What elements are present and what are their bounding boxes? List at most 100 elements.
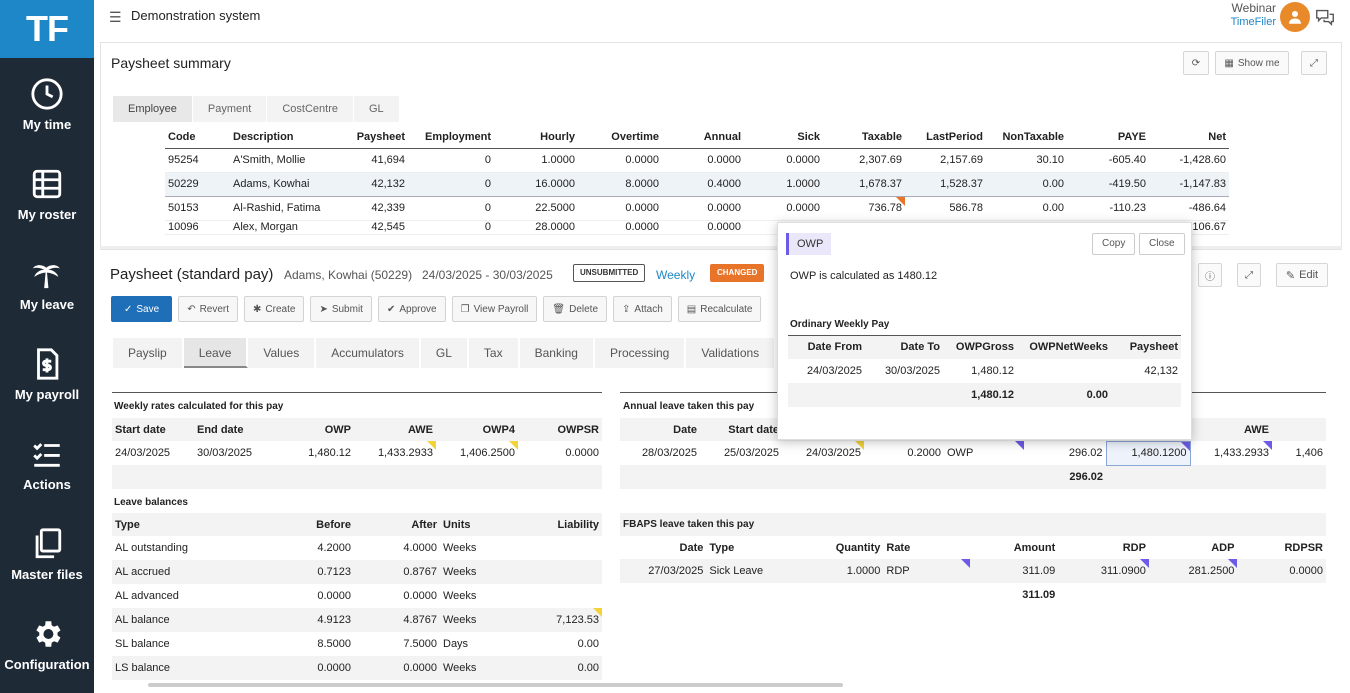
table-row[interactable]: 95254 A'Smith, Mollie 41,694 0 1.0000 0.0000 0… bbox=[165, 148, 1229, 173]
user-avatar[interactable] bbox=[1280, 2, 1310, 32]
show-me-button[interactable]: ▦ Show me bbox=[1215, 51, 1289, 75]
cell bbox=[500, 560, 602, 584]
tab-gl[interactable]: GL bbox=[420, 338, 469, 368]
copy-button[interactable]: Copy bbox=[1092, 233, 1136, 255]
attach-button[interactable]: ⇪ Attach bbox=[613, 296, 672, 322]
cell: 50229 bbox=[165, 171, 230, 197]
view-payroll-button[interactable]: ❐ View Payroll bbox=[451, 296, 538, 322]
cell: -110.23 bbox=[1067, 196, 1149, 221]
col-date: Date bbox=[620, 536, 707, 559]
tab-payslip[interactable]: Payslip bbox=[113, 338, 184, 368]
col-description[interactable]: Description bbox=[230, 127, 350, 149]
cell: 1,528.37 bbox=[905, 171, 986, 197]
tab-employee[interactable]: Employee bbox=[113, 96, 193, 122]
col-paye[interactable]: PAYE bbox=[1067, 127, 1149, 149]
cell: Al-Rashid, Fatima bbox=[230, 196, 350, 221]
table-row[interactable]: 50153 Al-Rashid, Fatima 42,339 0 22.5000 0.00… bbox=[165, 196, 1229, 221]
table-icon bbox=[32, 169, 62, 198]
tab-processing[interactable]: Processing bbox=[594, 338, 687, 368]
rule bbox=[112, 392, 602, 393]
col-code[interactable]: Code bbox=[165, 127, 230, 149]
nav-my-leave[interactable]: My leave bbox=[0, 243, 94, 325]
edit-button[interactable]: ✎ Edit bbox=[1276, 263, 1328, 287]
cell[interactable]: RDP bbox=[883, 559, 971, 583]
popup-tag: OWP bbox=[786, 233, 832, 255]
col-hourly[interactable]: Hourly bbox=[494, 127, 578, 149]
cell: AL advanced bbox=[115, 590, 179, 602]
cell[interactable]: 1,433.2933 bbox=[1190, 441, 1272, 465]
create-button[interactable]: ✱ Create bbox=[244, 296, 305, 322]
table-row: AL balance 4.9123 4.8767 Weeks 7,123.53 bbox=[112, 608, 602, 632]
nav-my-time[interactable]: My time bbox=[0, 63, 94, 145]
cell[interactable]: 311.0900 bbox=[1058, 559, 1149, 583]
tab-tax[interactable]: Tax bbox=[468, 338, 520, 368]
tab-validations[interactable]: Validations bbox=[686, 338, 777, 368]
nav-my-roster[interactable]: My roster bbox=[0, 153, 94, 235]
tab-banking[interactable]: Banking bbox=[519, 338, 595, 368]
nav-actions[interactable]: Actions bbox=[0, 423, 94, 505]
nav-label: My leave bbox=[19, 296, 75, 312]
col-employment[interactable]: Employment bbox=[408, 127, 494, 149]
nav-master-files[interactable]: Master files bbox=[0, 513, 94, 595]
expand-button[interactable]: ⤢ bbox=[1301, 51, 1327, 75]
tab-values[interactable]: Values bbox=[248, 338, 317, 368]
refresh-button[interactable]: ⟳ bbox=[1183, 51, 1209, 75]
col-net[interactable]: Net bbox=[1149, 127, 1229, 149]
tab-leave[interactable]: Leave bbox=[183, 338, 249, 368]
cell-awe[interactable]: 1,433.2933 bbox=[354, 441, 436, 465]
col-date-from: Date From bbox=[788, 335, 865, 359]
paysheet-tabs: Payslip Leave Values Accumulators GL Tax… bbox=[113, 338, 777, 368]
undo-icon: ↶ bbox=[187, 303, 196, 315]
info-button[interactable]: ⓘ bbox=[1198, 263, 1222, 287]
submit-button[interactable]: ➤ Submit bbox=[310, 296, 372, 322]
cell: 28/03/2025 bbox=[641, 447, 697, 459]
col-nontaxable[interactable]: NonTaxable bbox=[986, 127, 1067, 149]
chat-icon[interactable] bbox=[1314, 6, 1336, 28]
tab-accumulators[interactable]: Accumulators bbox=[316, 338, 421, 368]
delete-button[interactable]: 🗑 Delete bbox=[543, 296, 608, 322]
close-button[interactable]: Close bbox=[1139, 233, 1185, 255]
approve-button[interactable]: ✔ Approve bbox=[377, 296, 446, 322]
cell-liability[interactable]: 7,123.53 bbox=[500, 608, 602, 632]
frequency-link[interactable]: Weekly bbox=[656, 268, 696, 282]
recalculate-button[interactable]: ▤ Recalculate bbox=[677, 296, 762, 322]
cell-owp[interactable]: 1,480.12 bbox=[308, 447, 351, 459]
show-me-label: Show me bbox=[1237, 57, 1280, 69]
panel-resize-divider[interactable] bbox=[100, 246, 1342, 249]
col-overtime[interactable]: Overtime bbox=[578, 127, 662, 149]
col-end-date: End date bbox=[194, 418, 274, 441]
summary-tabs: Employee Payment CostCentre GL bbox=[113, 96, 400, 122]
logo[interactable]: TF bbox=[0, 0, 94, 58]
cell[interactable]: 24/03/2025 bbox=[782, 441, 864, 465]
menu-icon[interactable]: ☰ bbox=[109, 9, 122, 25]
tab-gl[interactable]: GL bbox=[353, 96, 400, 122]
cell[interactable]: 281.2500 bbox=[1148, 559, 1238, 583]
cell: Weeks bbox=[443, 542, 477, 554]
col-after: After bbox=[354, 513, 440, 536]
cell-owp-selected[interactable]: 1,480.1200 bbox=[1105, 440, 1191, 466]
summary-table: Code Description Paysheet Employment Hou… bbox=[165, 127, 1229, 235]
horizontal-scrollbar[interactable] bbox=[148, 683, 843, 687]
tab-costcentre[interactable]: CostCentre bbox=[267, 96, 354, 122]
cell: 8.5000 bbox=[317, 638, 351, 650]
nav-my-payroll[interactable]: My payroll bbox=[0, 333, 94, 415]
col-sick[interactable]: Sick bbox=[744, 127, 823, 149]
nav-configuration[interactable]: Configuration bbox=[0, 603, 94, 685]
table-row-selected[interactable]: 50229 Adams, Kowhai 42,132 0 16.0000 8.0000 0.… bbox=[165, 171, 1229, 197]
approve-label: Approve bbox=[399, 303, 437, 315]
cell: 8.0000 bbox=[578, 171, 662, 197]
expand-paysheet-button[interactable]: ⤢ bbox=[1237, 263, 1261, 287]
cell-owp4[interactable]: 1,406.2500 bbox=[436, 441, 518, 465]
calendar-icon: ▦ bbox=[1224, 57, 1234, 69]
cell[interactable]: OWP bbox=[944, 441, 1024, 465]
revert-button[interactable]: ↶ Revert bbox=[178, 296, 239, 322]
cell bbox=[1017, 359, 1111, 383]
col-paysheet[interactable]: Paysheet bbox=[350, 127, 408, 149]
col-taxable[interactable]: Taxable bbox=[823, 127, 905, 149]
save-button[interactable]: ✓ Save bbox=[111, 296, 173, 322]
col-annual[interactable]: Annual bbox=[662, 127, 744, 149]
table-row: 27/03/2025 Sick Leave 1.0000 RDP 311.09 … bbox=[620, 559, 1326, 583]
col-lastperiod[interactable]: LastPeriod bbox=[905, 127, 986, 149]
tab-payment[interactable]: Payment bbox=[192, 96, 268, 122]
cell: Alex, Morgan bbox=[230, 220, 350, 235]
